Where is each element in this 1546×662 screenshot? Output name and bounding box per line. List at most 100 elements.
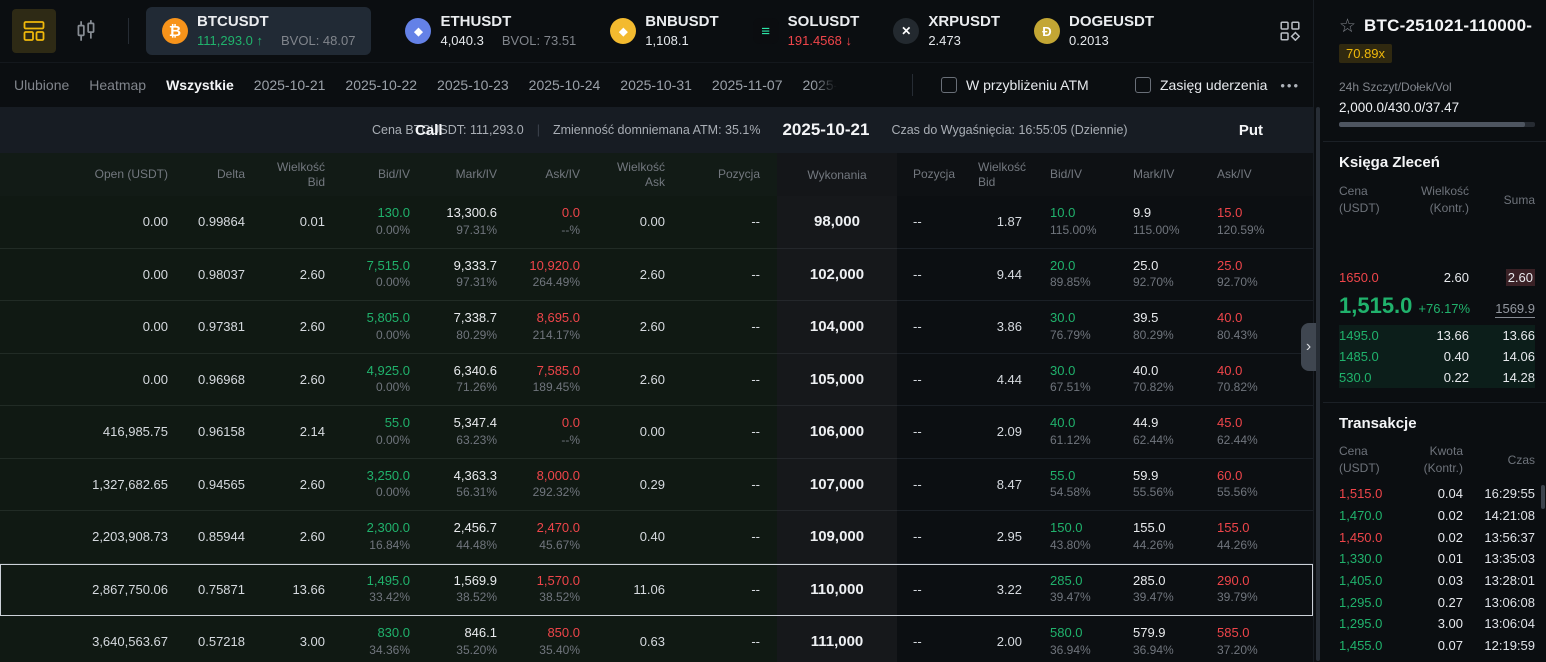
- call-bid-cell[interactable]: 1,495.0 33.42%: [325, 573, 410, 606]
- put-bid-cell[interactable]: 30.0 67.51%: [1050, 363, 1133, 396]
- ticker-XRPUSDT[interactable]: ✕ XRPUSDT 2.473: [893, 7, 1000, 55]
- call-mark-cell[interactable]: 846.1 35.20%: [410, 625, 497, 658]
- ticker-BNBUSDT[interactable]: ◆ BNBUSDT 1,108.1: [610, 7, 719, 55]
- call-ask-cell[interactable]: 7,585.0 189.45%: [497, 363, 580, 396]
- bid-row[interactable]: 530.0 0.22 14.28: [1339, 367, 1535, 388]
- put-ask-cell[interactable]: 45.0 62.44%: [1217, 415, 1313, 448]
- call-mark-cell[interactable]: 5,347.4 63.23%: [410, 415, 497, 448]
- call-bid-cell[interactable]: 130.0 0.00%: [325, 205, 410, 238]
- call-bid-cell[interactable]: 55.0 0.00%: [325, 415, 410, 448]
- put-bid-cell[interactable]: 10.0 115.00%: [1050, 205, 1133, 238]
- strike-cell[interactable]: 107,000: [777, 458, 897, 511]
- put-mark-cell[interactable]: 579.9 36.94%: [1133, 625, 1217, 658]
- tab-2025-11-07[interactable]: 2025-11-07: [711, 77, 783, 93]
- mark-price[interactable]: 1569.9: [1495, 301, 1535, 318]
- strike-range-checkbox[interactable]: Zasięg uderzenia: [1135, 63, 1267, 107]
- atm-checkbox-box[interactable]: [941, 77, 957, 93]
- call-bid-cell[interactable]: 4,925.0 0.00%: [325, 363, 410, 396]
- option-row[interactable]: 0.00 0.98037 2.60 7,515.0 0.00% 9,333.7 97.31%…: [0, 248, 1313, 301]
- strike-range-checkbox-box[interactable]: [1135, 77, 1151, 93]
- strike-cell[interactable]: 104,000: [777, 301, 897, 354]
- call-mark-cell[interactable]: 7,338.7 80.29%: [410, 310, 497, 343]
- trade-row[interactable]: 1,470.0 0.02 14:21:08: [1339, 505, 1535, 527]
- call-mark-cell[interactable]: 2,456.7 44.48%: [410, 520, 497, 553]
- put-mark-cell[interactable]: 39.5 80.29%: [1133, 310, 1217, 343]
- sidebar-horizontal-scrollbar-thumb[interactable]: [1339, 122, 1526, 127]
- put-bid-cell[interactable]: 150.0 43.80%: [1050, 520, 1133, 553]
- layout-grid-button[interactable]: [12, 9, 56, 53]
- trade-row[interactable]: 1,330.0 0.01 13:35:03: [1339, 548, 1535, 570]
- put-mark-cell[interactable]: 9.9 115.00%: [1133, 205, 1217, 238]
- more-options-button[interactable]: •••: [1280, 77, 1300, 93]
- put-bid-cell[interactable]: 30.0 76.79%: [1050, 310, 1133, 343]
- strike-cell[interactable]: 102,000: [777, 248, 897, 301]
- call-bid-cell[interactable]: 830.0 34.36%: [325, 625, 410, 658]
- strike-cell[interactable]: 98,000: [777, 196, 897, 249]
- tab-2025-[interactable]: 2025-: [802, 75, 842, 95]
- widget-layout-button[interactable]: [1280, 21, 1300, 41]
- call-ask-cell[interactable]: 1,570.0 38.52%: [497, 573, 580, 606]
- ticker-ETHUSDT[interactable]: ◆ ETHUSDT 4,040.3 BVOL: 73.51: [405, 7, 576, 55]
- call-mark-cell[interactable]: 13,300.6 97.31%: [410, 205, 497, 238]
- put-mark-cell[interactable]: 59.9 55.56%: [1133, 468, 1217, 501]
- candlestick-chart-button[interactable]: [70, 15, 102, 47]
- option-row[interactable]: 1,327,682.65 0.94565 2.60 3,250.0 0.00% 4,363…: [0, 458, 1313, 511]
- call-mark-cell[interactable]: 9,333.7 97.31%: [410, 258, 497, 291]
- put-ask-cell[interactable]: 290.0 39.79%: [1217, 573, 1313, 606]
- ask-row[interactable]: 1650.0 2.60 2.60: [1339, 267, 1535, 288]
- favorite-star-icon[interactable]: ☆: [1339, 16, 1357, 36]
- call-ask-cell[interactable]: 850.0 35.40%: [497, 625, 580, 658]
- call-bid-cell[interactable]: 7,515.0 0.00%: [325, 258, 410, 291]
- put-mark-cell[interactable]: 285.0 39.47%: [1133, 573, 1217, 606]
- call-mark-cell[interactable]: 1,569.9 38.52%: [410, 573, 497, 606]
- strike-cell[interactable]: 105,000: [777, 353, 897, 406]
- chain-scrollbar[interactable]: [1316, 107, 1320, 661]
- tab-ulubione[interactable]: Ulubione: [14, 77, 70, 93]
- tab-2025-10-24[interactable]: 2025-10-24: [528, 77, 601, 93]
- call-ask-cell[interactable]: 2,470.0 45.67%: [497, 520, 580, 553]
- option-row[interactable]: 0.00 0.97381 2.60 5,805.0 0.00% 7,338.7 80.29%…: [0, 301, 1313, 354]
- tab-heatmap[interactable]: Heatmap: [89, 77, 147, 93]
- ticker-DOGEUSDT[interactable]: Ð DOGEUSDT 0.2013: [1034, 7, 1154, 55]
- strike-cell[interactable]: 110,000: [777, 563, 897, 616]
- bid-row[interactable]: 1495.0 13.66 13.66: [1339, 325, 1535, 346]
- atm-checkbox[interactable]: W przybliżeniu ATM: [941, 63, 1089, 107]
- strike-cell[interactable]: 111,000: [777, 616, 897, 662]
- put-ask-cell[interactable]: 25.0 92.70%: [1217, 258, 1313, 291]
- put-ask-cell[interactable]: 585.0 37.20%: [1217, 625, 1313, 658]
- trade-row[interactable]: 1,405.0 0.03 13:28:01: [1339, 570, 1535, 592]
- trade-row[interactable]: 1,455.0 0.07 12:19:59: [1339, 635, 1535, 657]
- put-mark-cell[interactable]: 25.0 92.70%: [1133, 258, 1217, 291]
- option-row[interactable]: 0.00 0.96968 2.60 4,925.0 0.00% 6,340.6 71.26%…: [0, 353, 1313, 406]
- sidebar-horizontal-scrollbar[interactable]: [1339, 122, 1535, 127]
- call-bid-cell[interactable]: 3,250.0 0.00%: [325, 468, 410, 501]
- trade-row[interactable]: 1,295.0 3.00 13:06:04: [1339, 613, 1535, 635]
- call-ask-cell[interactable]: 0.0 --%: [497, 205, 580, 238]
- bid-row[interactable]: 1485.0 0.40 14.06: [1339, 346, 1535, 367]
- trades-scrollbar[interactable]: [1541, 485, 1545, 509]
- put-bid-cell[interactable]: 55.0 54.58%: [1050, 468, 1133, 501]
- tab-wszystkie[interactable]: Wszystkie: [166, 77, 234, 93]
- strike-cell[interactable]: 109,000: [777, 511, 897, 564]
- put-mark-cell[interactable]: 40.0 70.82%: [1133, 363, 1217, 396]
- tab-2025-10-22[interactable]: 2025-10-22: [345, 77, 418, 93]
- call-mark-cell[interactable]: 6,340.6 71.26%: [410, 363, 497, 396]
- put-mark-cell[interactable]: 44.9 62.44%: [1133, 415, 1217, 448]
- put-ask-cell[interactable]: 15.0 120.59%: [1217, 205, 1313, 238]
- call-mark-cell[interactable]: 4,363.3 56.31%: [410, 468, 497, 501]
- call-ask-cell[interactable]: 0.0 --%: [497, 415, 580, 448]
- put-mark-cell[interactable]: 155.0 44.26%: [1133, 520, 1217, 553]
- call-ask-cell[interactable]: 8,695.0 214.17%: [497, 310, 580, 343]
- put-ask-cell[interactable]: 40.0 80.43%: [1217, 310, 1313, 343]
- tab-2025-10-31[interactable]: 2025-10-31: [620, 77, 692, 93]
- put-bid-cell[interactable]: 580.0 36.94%: [1050, 625, 1133, 658]
- put-bid-cell[interactable]: 20.0 89.85%: [1050, 258, 1133, 291]
- trade-row[interactable]: 1,515.0 0.04 16:29:55: [1339, 483, 1535, 505]
- option-row[interactable]: 3,640,563.67 0.57218 3.00 830.0 34.36% 846.1 3…: [0, 616, 1313, 662]
- option-row[interactable]: 2,203,908.73 0.85944 2.60 2,300.0 16.84% 2,45…: [0, 511, 1313, 564]
- call-ask-cell[interactable]: 10,920.0 264.49%: [497, 258, 580, 291]
- tab-2025-10-21[interactable]: 2025-10-21: [253, 77, 326, 93]
- put-ask-cell[interactable]: 155.0 44.26%: [1217, 520, 1313, 553]
- put-bid-cell[interactable]: 285.0 39.47%: [1050, 573, 1133, 606]
- ticker-BTCUSDT[interactable]: ₿ BTCUSDT 111,293.0 ↑ BVOL: 48.07: [146, 7, 372, 55]
